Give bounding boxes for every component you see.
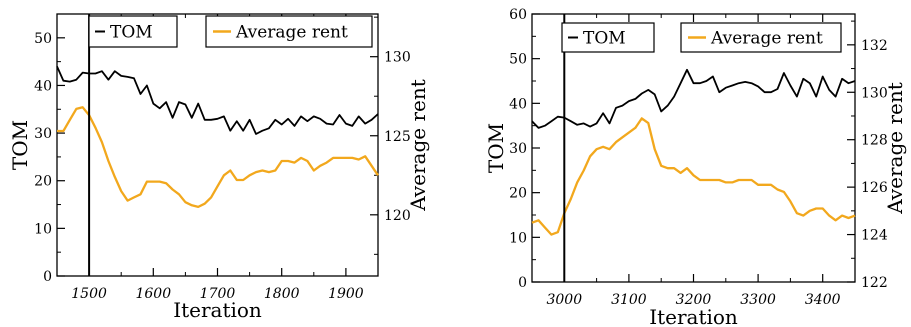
chart-left: 1500 1600 1700 1800 1900 0 10 20 30 40 50 120 125 130… (8, 13, 430, 322)
y-tick-label: 10 (509, 230, 527, 246)
y-tick-label: 40 (34, 78, 52, 94)
x-tick-label: 3400 (805, 292, 841, 308)
legend-box-average-rent (205, 15, 373, 48)
y2-tick-label: 120 (384, 208, 411, 224)
y-tick-label: 30 (509, 141, 527, 157)
y-axis-label: TOM (8, 120, 32, 170)
x-tick-label: 3200 (676, 292, 712, 308)
y-tick-label: 0 (43, 269, 52, 285)
y2-tick-label: 130 (861, 85, 888, 101)
y2-tick-label: 126 (861, 180, 888, 196)
x-tick-label: 3300 (740, 292, 776, 308)
chart-right: 3000 3100 3200 3300 3400 0 10 20 30 40 50 60 122 124 1… (484, 7, 907, 327)
y-tick-label: 20 (34, 174, 52, 190)
series-line-average-rent (531, 117, 856, 236)
x-tick-label: 1900 (328, 286, 364, 302)
y-tick-label: 10 (34, 221, 52, 237)
y-tick-label: 60 (509, 7, 527, 23)
x-tick-label: 1600 (135, 286, 171, 302)
series-line-tom (531, 68, 856, 129)
y2-axis-label: Average rent (406, 79, 430, 212)
y2-tick-label: 128 (861, 133, 888, 149)
series-line-average-rent (57, 106, 379, 209)
x-tick-label: 3000 (546, 292, 582, 308)
y-tick-label: 30 (34, 126, 52, 142)
x-tick-label: 1700 (200, 286, 236, 302)
legend-box-average-rent (680, 22, 842, 53)
x-tick-label: 1800 (264, 286, 300, 302)
y2-tick-label: 130 (384, 50, 411, 66)
x-axis-label: Iteration (649, 305, 738, 327)
y-axis-label: TOM (484, 123, 508, 173)
legend-label-average-rent: Average rent (235, 23, 348, 43)
y2-axis-label: Average rent (883, 82, 907, 215)
y-tick-label: 0 (518, 275, 527, 291)
y-tick-label: 50 (34, 31, 52, 47)
legend-label-average-rent: Average rent (710, 29, 823, 49)
y-tick-label: 40 (509, 96, 527, 112)
legend-label-tom: TOM (110, 23, 153, 43)
series-line-tom (56, 66, 379, 135)
y-tick-label: 20 (509, 186, 527, 202)
y-tick-label: 50 (509, 52, 527, 68)
y2-tick-label: 124 (861, 228, 888, 244)
x-tick-label: 3100 (611, 292, 647, 308)
y2-tick-label: 125 (384, 129, 411, 145)
plot-frame (56, 13, 379, 277)
y2-tick-label: 132 (861, 38, 888, 54)
y2-tick-label: 122 (861, 275, 888, 291)
x-axis-label: Iteration (173, 298, 262, 322)
x-tick-label: 1500 (71, 286, 107, 302)
plot-frame (531, 13, 856, 283)
legend-label-tom: TOM (583, 29, 626, 49)
